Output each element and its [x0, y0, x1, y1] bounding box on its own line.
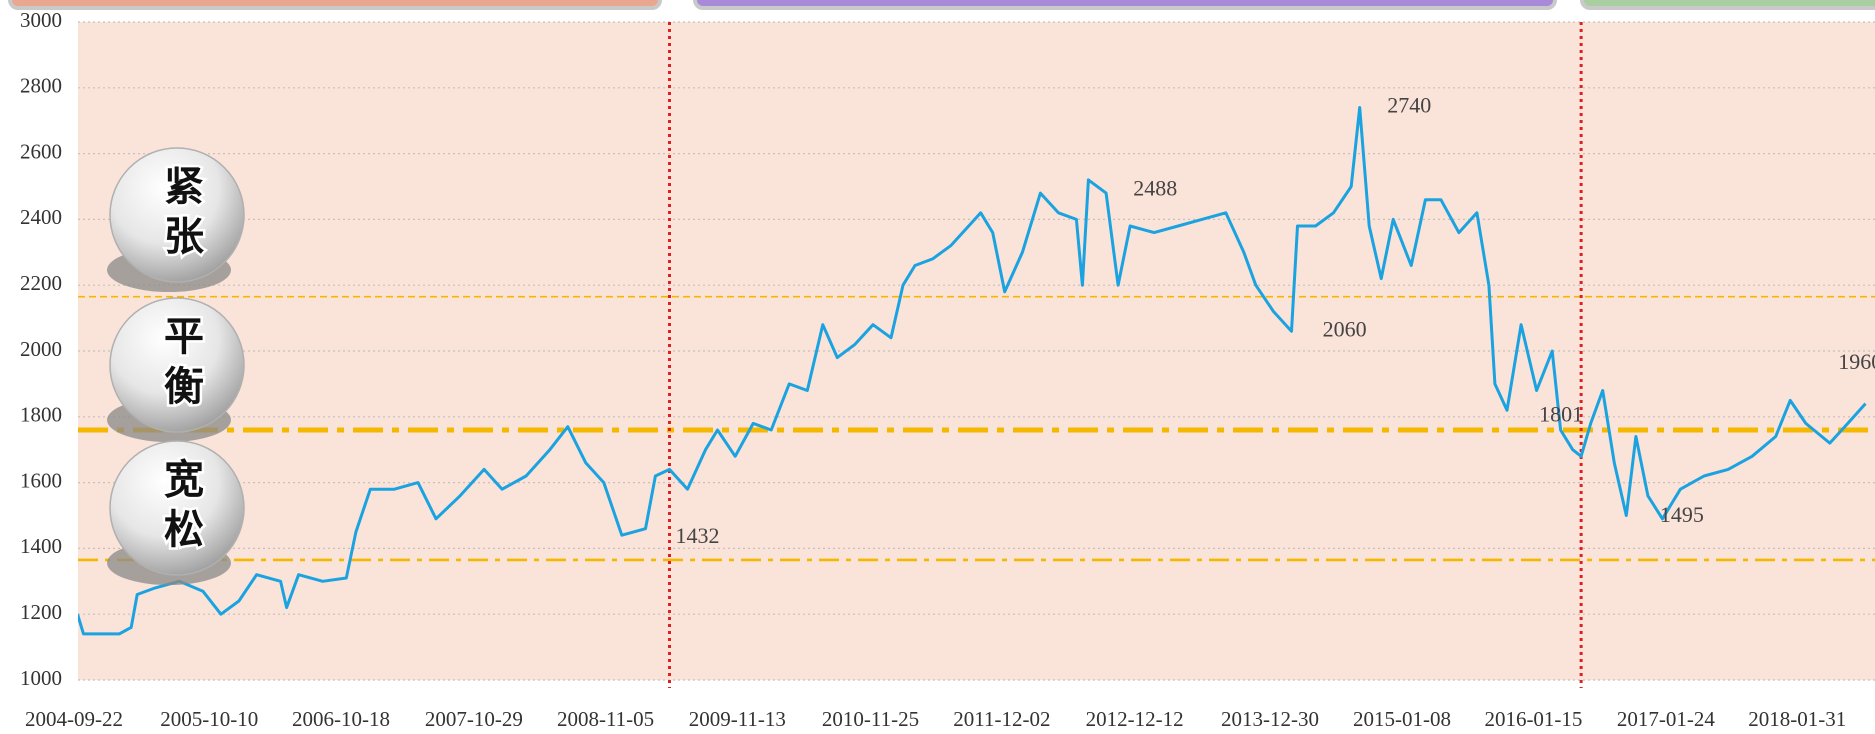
x-tick-label: 2007-10-29: [425, 707, 523, 731]
annotation: 2060: [1323, 316, 1367, 341]
y-tick-label: 2200: [20, 271, 62, 295]
zone-label: 紧张: [157, 165, 204, 265]
y-tick-label: 1600: [20, 468, 62, 492]
x-tick-label: 2011-12-02: [953, 707, 1050, 731]
annotation: 1432: [676, 523, 720, 548]
y-tick-label: 1000: [20, 666, 62, 690]
y-tick-label: 1200: [20, 600, 62, 624]
x-tick-label: 2008-11-05: [557, 707, 654, 731]
tab: [695, 0, 1555, 8]
zone-label: 平衡: [157, 315, 204, 415]
x-tick-label: 2013-12-30: [1221, 707, 1319, 731]
zone-label: 宽松: [157, 458, 204, 558]
plot-background: [78, 22, 1875, 680]
y-tick-label: 2400: [20, 205, 62, 229]
zone-button: 平衡: [107, 298, 244, 442]
y-tick-label: 3000: [20, 8, 62, 32]
top-tabs: [10, 0, 1875, 8]
x-tick-label: 2016-01-15: [1484, 707, 1582, 731]
tab: [1582, 0, 1875, 8]
x-tick-label: 2005-10-10: [160, 707, 258, 731]
x-tick-label: 2009-11-13: [689, 707, 786, 731]
zone-button: 紧张: [107, 148, 244, 292]
y-tick-label: 2600: [20, 139, 62, 163]
x-tick-label: 2010-11-25: [822, 707, 919, 731]
x-tick-label: 2004-09-22: [25, 707, 123, 731]
y-tick-label: 1800: [20, 403, 62, 427]
y-tick-label: 1400: [20, 534, 62, 558]
x-tick-label: 2015-01-08: [1353, 707, 1451, 731]
x-tick-label: 2018-01-31: [1748, 707, 1846, 731]
y-tick-label: 2800: [20, 74, 62, 98]
y-tick-label: 2000: [20, 337, 62, 361]
zone-button: 宽松: [107, 441, 244, 585]
annotation: 1960: [1838, 349, 1875, 374]
annotation: 1495: [1660, 502, 1704, 527]
chart: 1000 1200 1400 1600 1800 2000 2200 2400 2600 2800…: [0, 0, 1875, 734]
tab: [10, 0, 660, 8]
annotation: 2488: [1133, 175, 1177, 200]
x-tick-label: 2012-12-12: [1086, 707, 1184, 731]
annotation: 2740: [1387, 93, 1431, 118]
annotation: 1801: [1539, 402, 1583, 427]
x-tick-label: 2017-01-24: [1617, 707, 1715, 731]
x-tick-label: 2006-10-18: [292, 707, 390, 731]
